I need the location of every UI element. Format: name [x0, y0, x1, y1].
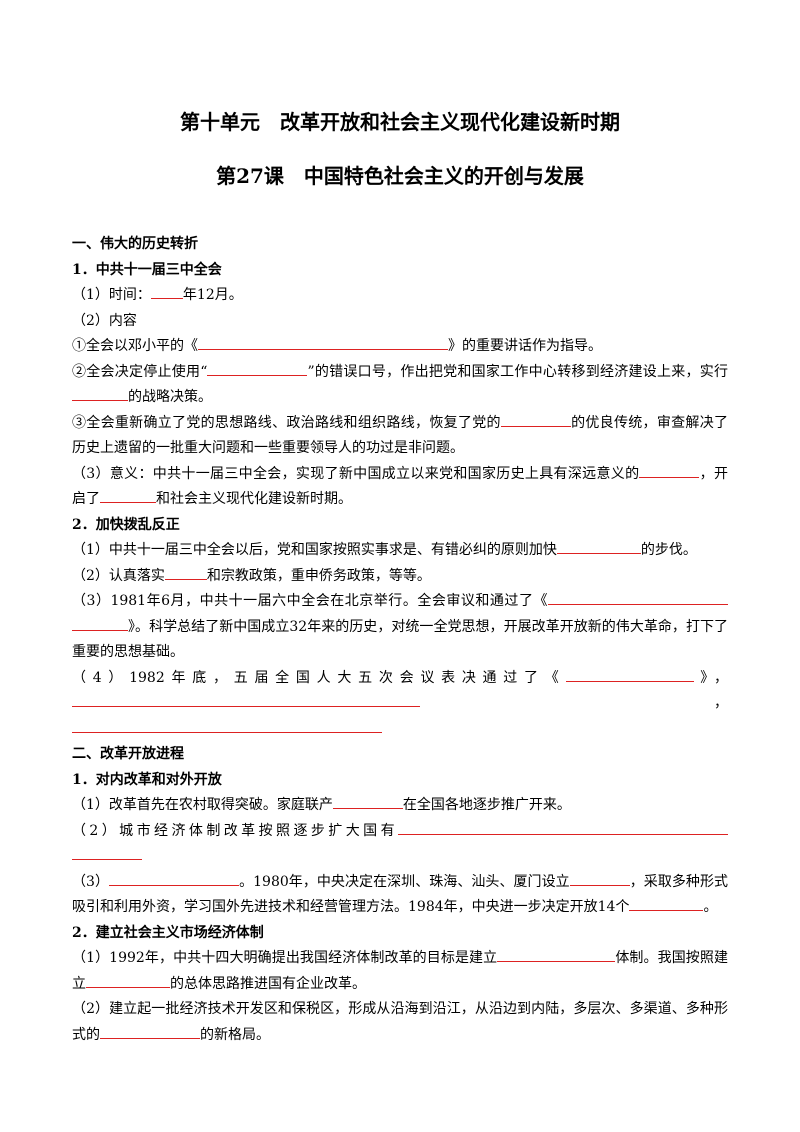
- text: 》，: [693, 669, 728, 686]
- paragraph: （3）意义：中共十一届三中全会，实现了新中国成立以来党和国家历史上具有深远意义的…: [72, 462, 728, 513]
- blank: [556, 539, 641, 554]
- text: 1．对内改革和对外开放: [72, 771, 222, 788]
- paragraph: （3） 。1980年，中央决定在深圳、珠海、汕头、厦门设立 ，采取多种形式吸引和利用…: [72, 870, 728, 921]
- heading: 一、伟大的历史转折: [72, 236, 198, 252]
- title: 第十单元 改革开放和社会主义现代化建设新时期: [180, 110, 620, 134]
- paragraph: （2）内容: [72, 309, 728, 335]
- text: ①全会以邓小平的《: [72, 338, 198, 354]
- heading: 二、改革开放进程: [72, 746, 184, 762]
- text: ，: [420, 695, 728, 711]
- paragraph: （4）1982年底，五届全国人大五次会议表决通过了《 》， ，: [72, 666, 728, 743]
- text: （4）1982年底，五届全国人大五次会议表决通过了《: [72, 669, 566, 686]
- text: ，开启了: [72, 465, 728, 508]
- text: ，采取多种形式吸引和利用外资，学习国外先进技术和经营管理方法。1984年，中央进…: [72, 873, 728, 916]
- blank: [72, 616, 128, 631]
- blank: [565, 667, 694, 682]
- blank: [252, 692, 420, 707]
- blank: [548, 590, 728, 605]
- blank: [86, 973, 170, 988]
- text: ”的错误口号，作出把党和国家工作中心转移到经济建设上来，实行: [307, 363, 728, 380]
- paragraph: 2．加快拨乱反正: [72, 513, 728, 539]
- text: 年12月。: [182, 287, 243, 303]
- text: （1）时间：: [72, 287, 151, 303]
- text: 体制。我国按照建立: [72, 950, 728, 992]
- blank: [164, 565, 207, 580]
- text: （1）改革首先在农村取得突破。家庭联产: [72, 797, 333, 813]
- text: 的优良传统，审查解决了历史上遗留的一批重大问题和一些重要领导人的功过是非问题。: [72, 414, 729, 457]
- paragraph: 2．建立社会主义市场经济体制: [72, 921, 728, 947]
- text: 。: [703, 899, 718, 915]
- blank: [332, 794, 403, 809]
- text: 和社会主义现代化建设新时期。: [156, 491, 352, 507]
- blank: [639, 463, 700, 478]
- text: （2）认真落实: [72, 567, 165, 584]
- paragraph: （2）认真落实 和宗教政策，重申侨务政策，等等。: [72, 564, 728, 590]
- blank: [72, 718, 382, 733]
- text: 》的重要讲话作为指导。: [448, 338, 602, 354]
- text: 的步伐。: [640, 542, 697, 558]
- text: 》。科学总结了新中国成立32年来的历史，对统一全党思想，开展改革开放新的伟大革命…: [72, 618, 728, 661]
- blank: [629, 896, 690, 911]
- text: （2）城市经济体制改革按照逐步扩大国有: [72, 822, 398, 839]
- paragraph: （3）1981年6月，中共十一届六中全会在北京举行。全会审议和通过了《》。科学总…: [72, 589, 728, 666]
- paragraph: ②全会决定停止使用“ ”的错误口号，作出把党和国家工作中心转移到经济建设上来，实行…: [72, 360, 728, 411]
- text: 2．建立社会主义市场经济体制: [72, 924, 264, 941]
- blank: [198, 335, 448, 350]
- text: （3）1981年6月，中共十一届六中全会在北京举行。全会审议和通过了《: [72, 593, 548, 609]
- blank: [207, 361, 308, 376]
- text: （2）内容: [72, 312, 137, 329]
- paragraph: （1）中共十一届三中全会以后，党和国家按照实事求是、有错必纠的原则加快 的步伐。: [72, 538, 728, 564]
- text: 的战略决策。: [128, 389, 212, 405]
- text: （1）1992年，中共十四大明确提出我国经济体制改革的目标是建立: [72, 950, 498, 966]
- text: 。1980年，中央决定在深圳、珠海、汕头、厦门设立: [239, 873, 570, 890]
- text: （2）建立起一批经济技术开发区和保税区，形成从沿海到沿江，从沿边到内陆，多层次、…: [72, 1001, 728, 1043]
- paragraph: ③全会重新确立了党的思想路线、政治路线和组织路线，恢复了党的 的优良传统，审查解决…: [72, 411, 728, 462]
- text: 2．加快拨乱反正: [72, 516, 180, 533]
- text: （1）中共十一届三中全会以后，党和国家按照实事求是、有错必纠的原则加快: [72, 542, 557, 558]
- text: ③全会重新确立了党的思想路线、政治路线和组织路线，恢复了党的: [72, 414, 501, 431]
- blank: [72, 386, 128, 401]
- blank: [109, 871, 240, 886]
- paragraph: （2）城市经济体制改革按照逐步扩大国有: [72, 819, 728, 870]
- paragraph: ①全会以邓小平的《 》的重要讲话作为指导。: [72, 334, 728, 360]
- body: 一、伟大的历史转折 1．中共十一届三中全会 （1）时间： 年12月。 （2）内容 …: [72, 232, 728, 1048]
- text: （3）意义：中共十一届三中全会，实现了新中国成立以来党和国家历史上具有深远意义的: [72, 465, 640, 482]
- blank: [100, 1024, 200, 1039]
- blank: [500, 412, 571, 427]
- subtitle: 第27课 中国特色社会主义的开创与发展: [216, 164, 584, 188]
- paragraph: 1．对内改革和对外开放: [72, 768, 728, 794]
- blank: [100, 488, 156, 503]
- text: 的新格局。: [200, 1026, 270, 1043]
- text: （3）: [72, 873, 110, 890]
- text: 的总体思路推进国有企业改革。: [170, 975, 366, 992]
- text: 1．中共十一届三中全会: [72, 261, 222, 278]
- text: 和宗教政策，重申侨务政策，等等。: [206, 567, 431, 584]
- blank: [689, 896, 704, 911]
- blank: [72, 692, 252, 707]
- blank: [569, 871, 630, 886]
- paragraph: （1）改革首先在农村取得突破。家庭联产 在全国各地逐步推广开来。: [72, 793, 728, 819]
- text: 在全国各地逐步推广开来。: [402, 797, 571, 813]
- paragraph: （1）1992年，中共十四大明确提出我国经济体制改革的目标是建立 体制。我国按照建…: [72, 946, 728, 997]
- blank: [398, 820, 728, 835]
- text: ②全会决定停止使用“: [72, 363, 208, 380]
- paragraph: （1）时间： 年12月。: [72, 283, 728, 309]
- blank: [150, 284, 183, 299]
- blank: [497, 947, 616, 962]
- paragraph: 1．中共十一届三中全会: [72, 258, 728, 284]
- blank: [72, 845, 142, 860]
- paragraph: （2）建立起一批经济技术开发区和保税区，形成从沿海到沿江，从沿边到内陆，多层次、…: [72, 997, 728, 1048]
